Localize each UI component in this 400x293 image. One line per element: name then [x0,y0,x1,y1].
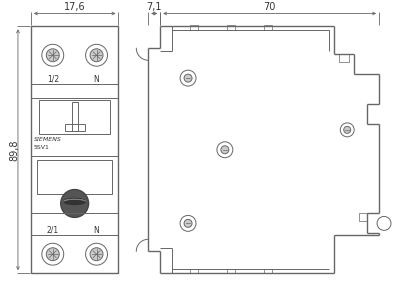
Bar [264,269,272,273]
Circle shape [86,44,108,66]
Circle shape [42,243,64,265]
Circle shape [86,243,108,265]
Text: SIEMENS: SIEMENS [34,137,62,142]
Text: N: N [94,226,100,235]
Circle shape [46,248,59,261]
Circle shape [184,74,192,82]
Ellipse shape [64,198,86,205]
Circle shape [180,215,196,231]
Text: 7,1: 7,1 [146,2,162,13]
Circle shape [90,49,103,62]
Circle shape [90,248,103,261]
Text: 2/1: 2/1 [47,226,59,235]
Circle shape [344,126,351,133]
Bar [359,213,367,222]
Text: 1/2: 1/2 [47,75,59,84]
Circle shape [377,217,391,230]
Bar [31,26,118,273]
Bar [190,25,198,30]
Circle shape [42,44,64,66]
Text: N: N [94,75,100,84]
Text: 17,6: 17,6 [64,2,86,13]
Bar [227,25,235,30]
Circle shape [217,142,233,158]
Bar [37,160,112,193]
Circle shape [340,123,354,137]
Bar [72,102,78,131]
Bar [65,124,85,131]
Bar [339,54,349,62]
Bar [39,100,110,134]
Bar [190,269,198,273]
Circle shape [221,146,229,154]
Circle shape [61,190,88,217]
Circle shape [184,219,192,227]
Circle shape [180,70,196,86]
Text: 89,8: 89,8 [9,139,19,161]
Text: 5SV1: 5SV1 [34,145,50,150]
Bar [264,25,272,30]
Text: 70: 70 [264,2,276,13]
Bar [227,269,235,273]
Circle shape [46,49,59,62]
